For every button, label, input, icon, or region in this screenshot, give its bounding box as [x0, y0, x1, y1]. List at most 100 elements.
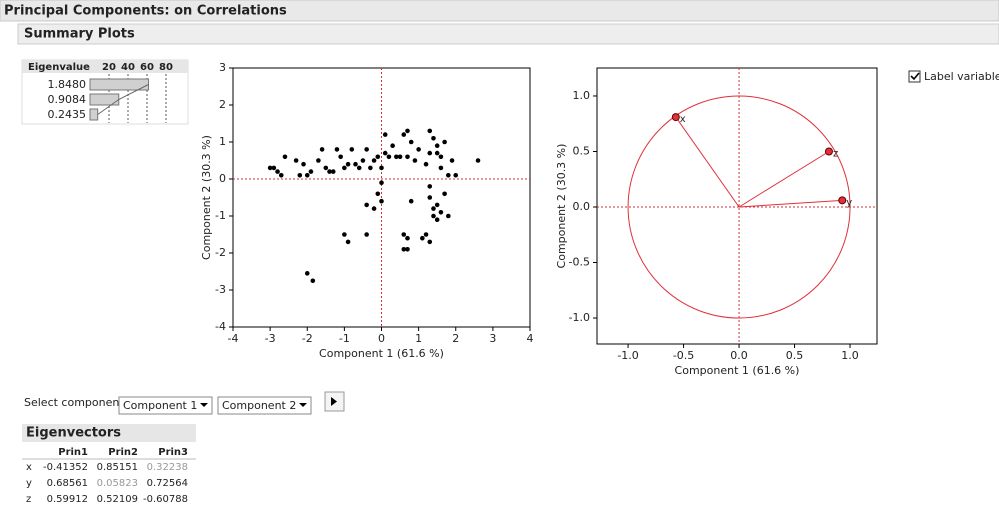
column-header: Prin3 — [158, 447, 188, 458]
eigenvectors-title: Eigenvectors — [26, 426, 121, 441]
dropdown[interactable] — [118, 396, 213, 415]
x-tick-label: 0.0 — [730, 349, 748, 362]
checkbox[interactable] — [908, 70, 921, 83]
score-point — [316, 158, 321, 163]
score-point — [386, 154, 392, 160]
bar-tick-label: 20 — [102, 62, 116, 73]
score-point — [453, 173, 459, 178]
y-tick-label: 2 — [219, 98, 226, 111]
loading-point — [671, 113, 680, 122]
score-point — [375, 191, 381, 197]
score-point — [368, 165, 373, 171]
score-point — [446, 213, 451, 219]
y-tick-label: 1.0 — [573, 89, 591, 102]
checkbox-label[interactable]: Label variables — [924, 70, 999, 83]
score-point — [427, 184, 433, 189]
x-tick-label: 1.0 — [841, 349, 859, 362]
table-cell: 0.68561 — [47, 478, 88, 489]
score-point — [364, 232, 369, 237]
score-point — [353, 161, 358, 167]
loading-ray — [675, 116, 740, 208]
score-point — [431, 213, 436, 219]
score-point — [401, 232, 407, 237]
y-tick-label: 0 — [219, 172, 226, 185]
eigenvalue: 0.9084 — [48, 93, 87, 106]
score-point — [275, 169, 280, 174]
table-cell: 0.32238 — [147, 462, 188, 473]
score-point — [375, 154, 381, 160]
y-tick-label: 0.0 — [573, 200, 591, 213]
x-tick-label: -1 — [339, 332, 350, 345]
score-point — [423, 232, 429, 237]
score-point — [371, 158, 377, 163]
unit-circle — [627, 95, 851, 319]
score-point — [405, 235, 410, 241]
x-axis-label: Component 1 (61.6 %) — [675, 364, 800, 377]
score-point — [308, 169, 314, 174]
score-point — [408, 139, 414, 145]
score-point — [434, 202, 440, 208]
score-point — [405, 247, 410, 252]
x-tick-label: -2 — [302, 332, 313, 345]
score-point — [405, 154, 410, 160]
loading-label: y — [846, 197, 852, 208]
score-point — [379, 198, 384, 204]
score-point — [349, 147, 355, 152]
loading-point — [824, 147, 833, 156]
y-tick-label: -2 — [215, 246, 226, 259]
bar-tick-label: 80 — [159, 62, 173, 73]
column-header: Prin2 — [108, 447, 138, 458]
score-point — [345, 161, 351, 167]
score-point — [427, 150, 433, 156]
score-point — [475, 158, 481, 163]
score-point — [412, 158, 418, 163]
score-point — [282, 154, 288, 160]
score-point — [304, 173, 310, 178]
y-axis-label: Component 2 (30.3 %) — [200, 135, 213, 260]
score-point — [338, 154, 343, 160]
section-title: Summary Plots — [24, 27, 135, 42]
y-tick-label: -3 — [215, 283, 226, 296]
score-point — [304, 271, 310, 276]
table-cell: 0.85151 — [97, 462, 138, 473]
percent-bar — [89, 78, 150, 91]
score-point — [382, 132, 388, 137]
y-axis-label: Component 2 (30.3 %) — [555, 144, 568, 269]
x-tick-label: -4 — [228, 332, 239, 345]
select-label: Select component — [24, 396, 124, 409]
score-point — [327, 169, 332, 174]
score-point — [427, 239, 433, 245]
section-bar[interactable] — [17, 23, 999, 45]
dropdown-text: Component 1 — [123, 399, 197, 412]
score-point — [334, 147, 340, 152]
x-tick-label: 4 — [527, 332, 534, 345]
y-tick-label: 3 — [219, 61, 226, 74]
x-tick-label: 1 — [415, 332, 422, 345]
score-point — [319, 147, 325, 152]
score-point — [342, 165, 347, 171]
loading-label: x — [680, 114, 686, 125]
eigenvectors-header — [22, 424, 196, 442]
y-tick-label: 1 — [219, 135, 226, 148]
score-point — [408, 198, 414, 204]
score-point — [342, 232, 347, 237]
score-point — [379, 165, 384, 171]
bar-tick-label: 60 — [140, 62, 154, 73]
score-point — [434, 150, 440, 156]
dropdown[interactable] — [217, 396, 312, 415]
row-label: x — [26, 462, 32, 473]
percent-bar — [89, 108, 99, 121]
x-tick-label: 2 — [452, 332, 459, 345]
plot-frame — [596, 67, 878, 345]
table-cell: 0.52109 — [97, 494, 138, 505]
score-point — [364, 202, 369, 208]
score-point — [434, 143, 440, 148]
score-point — [420, 235, 425, 241]
score-point — [390, 143, 395, 148]
eigen-header-label: Eigenvalue — [28, 62, 90, 73]
dropdown-arrow — [299, 403, 307, 407]
score-point — [438, 210, 444, 215]
dropdown-text: Component 2 — [222, 399, 296, 412]
x-tick-label: -0.5 — [673, 349, 694, 362]
